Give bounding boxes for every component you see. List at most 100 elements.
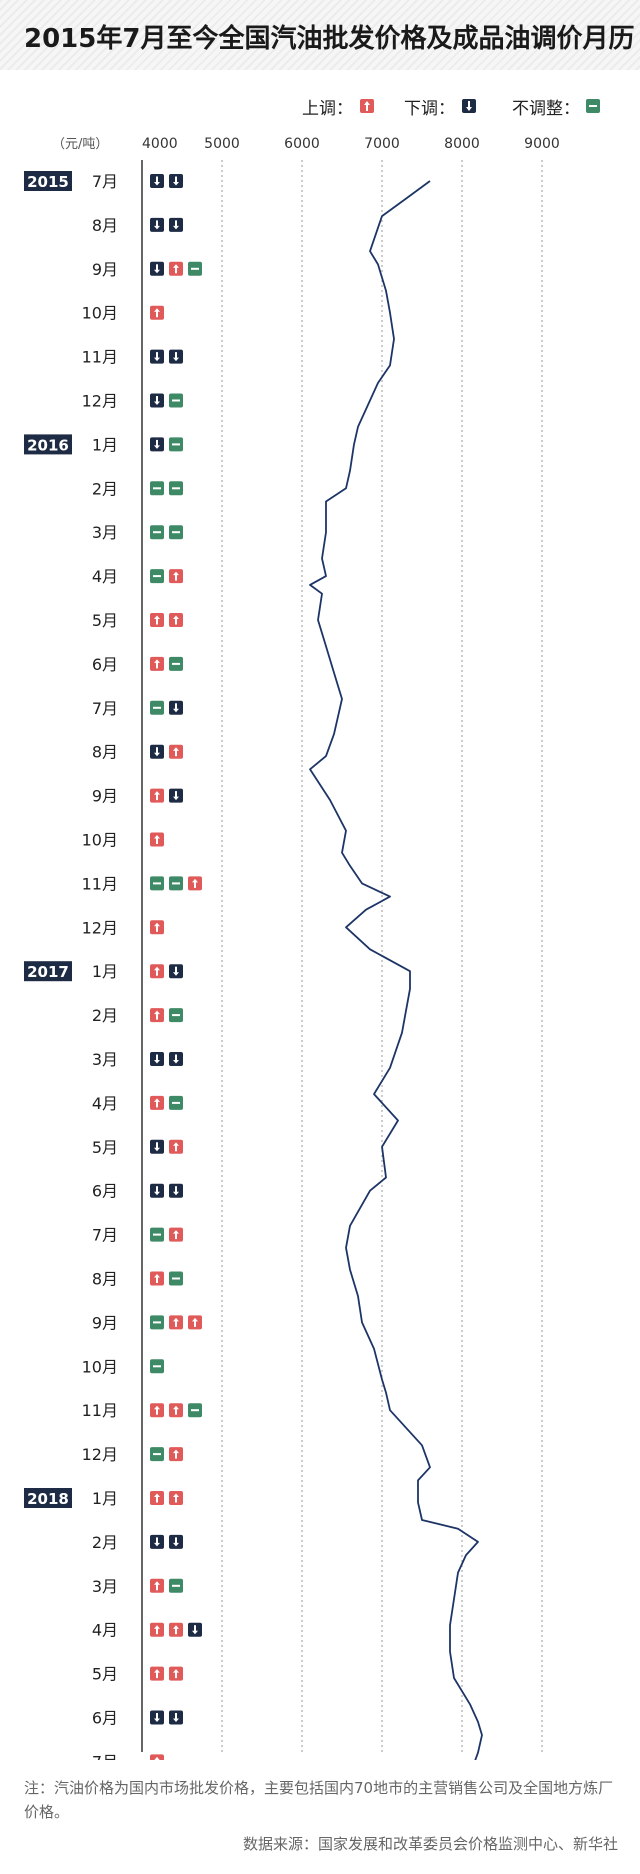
month-label: 10月 — [82, 831, 118, 850]
up-arrow-icon — [169, 1447, 183, 1462]
tick-label: 8000 — [444, 136, 480, 152]
down-arrow-icon — [188, 1622, 202, 1637]
down-arrow-icon — [169, 349, 183, 364]
down-arrow-icon — [150, 1710, 164, 1725]
dash-icon — [150, 569, 164, 584]
month-label: 11月 — [82, 348, 118, 367]
up-arrow-icon — [169, 1227, 183, 1242]
down-arrow-icon — [169, 1052, 183, 1066]
dash-icon — [188, 1403, 202, 1418]
dash-icon — [169, 1578, 183, 1593]
year-badge: 2018 — [24, 1488, 72, 1508]
down-arrow-icon — [150, 744, 164, 759]
month-label: 9月 — [92, 787, 118, 806]
axis-layer: （元/吨） 4000 5000 6000 7000 8000 9000 — [52, 136, 560, 1752]
down-arrow-icon — [150, 1183, 164, 1198]
dash-icon — [169, 1271, 183, 1286]
month-label: 12月 — [82, 918, 118, 937]
dash-icon — [150, 1359, 164, 1374]
up-arrow-icon — [360, 99, 374, 113]
up-arrow-icon — [188, 876, 202, 891]
month-label: 2月 — [92, 1006, 118, 1025]
down-arrow-icon — [169, 700, 183, 715]
year-badge: 2017 — [24, 961, 72, 982]
up-arrow-icon — [150, 613, 164, 627]
tick-label: 5000 — [204, 136, 240, 152]
down-arrow-icon — [169, 788, 183, 803]
dash-icon — [150, 1447, 164, 1462]
price-line — [309, 180, 483, 1760]
down-arrow-icon — [150, 1139, 164, 1154]
month-label: 7月 — [92, 172, 118, 191]
price-chart: （元/吨） 4000 5000 6000 7000 8000 9000 2015 7月 8月 9月… — [24, 136, 560, 1760]
legend-down-label: 下调： — [404, 99, 455, 119]
up-arrow-icon — [169, 1491, 183, 1505]
month-label: 11月 — [82, 1401, 118, 1420]
up-arrow-icon — [150, 832, 164, 847]
month-label: 7月 — [92, 1752, 118, 1760]
month-label: 3月 — [92, 523, 118, 542]
up-arrow-icon — [150, 1666, 164, 1681]
month-label: 10月 — [82, 1357, 118, 1376]
down-arrow-icon — [150, 393, 164, 408]
month-label: 11月 — [82, 874, 118, 893]
month-label: 12月 — [82, 1445, 118, 1464]
year-badge: 2015 — [24, 171, 72, 191]
dash-icon — [150, 1227, 164, 1242]
month-label: 6月 — [92, 1182, 118, 1201]
up-arrow-icon — [150, 305, 164, 320]
dash-icon — [169, 437, 183, 452]
up-arrow-icon — [150, 788, 164, 803]
tick-label: 4000 — [142, 136, 178, 152]
up-arrow-icon — [150, 1008, 164, 1023]
month-label: 9月 — [92, 1313, 118, 1332]
down-arrow-icon — [150, 1534, 164, 1549]
month-rows: 2015 7月 8月 9月 10月 11月 12月 2016 1月 2月 3月 4月 5月 6月 7月 8月 9… — [24, 171, 202, 1760]
month-label: 6月 — [92, 1709, 118, 1728]
up-arrow-icon — [169, 744, 183, 759]
down-arrow-icon — [169, 1183, 183, 1198]
legend-up-label: 上调： — [302, 99, 353, 119]
month-label: 8月 — [92, 216, 118, 235]
year-label: 2017 — [27, 963, 69, 981]
year-badge: 2016 — [24, 434, 72, 455]
month-label: 1月 — [92, 962, 118, 981]
month-label: 5月 — [92, 1138, 118, 1157]
dash-icon — [586, 99, 600, 113]
up-arrow-icon — [169, 1139, 183, 1154]
dash-icon — [169, 876, 183, 891]
month-label: 3月 — [92, 1577, 118, 1596]
month-label: 2月 — [92, 479, 118, 498]
up-arrow-icon — [169, 1622, 183, 1637]
down-arrow-icon — [150, 261, 164, 276]
month-label: 10月 — [82, 304, 118, 323]
dash-icon — [150, 1315, 164, 1330]
down-arrow-icon — [150, 1052, 164, 1066]
dash-icon — [169, 1095, 183, 1110]
dash-icon — [169, 1008, 183, 1023]
tick-label: 6000 — [284, 136, 320, 152]
month-label: 7月 — [92, 1226, 118, 1245]
tick-label: 9000 — [524, 136, 560, 152]
down-arrow-icon — [150, 437, 164, 452]
dash-icon — [150, 700, 164, 715]
up-arrow-icon — [169, 613, 183, 627]
year-label: 2015 — [27, 173, 69, 191]
up-arrow-icon — [188, 1315, 202, 1330]
legend: 上调： 下调： 不调整： — [0, 94, 640, 119]
dash-icon — [188, 261, 202, 276]
month-label: 8月 — [92, 1270, 118, 1289]
up-arrow-icon — [169, 569, 183, 584]
dash-icon — [169, 481, 183, 496]
dash-icon — [150, 525, 164, 540]
up-arrow-icon — [150, 656, 164, 671]
up-arrow-icon — [150, 1754, 164, 1760]
month-label: 4月 — [92, 567, 118, 586]
dash-icon — [169, 393, 183, 408]
title-bar: 2015年7月至今全国汽油批发价格及成品油调价月历 — [0, 0, 640, 70]
up-arrow-icon — [150, 1271, 164, 1286]
down-arrow-icon — [169, 964, 183, 979]
month-label: 12月 — [82, 392, 118, 411]
month-label: 1月 — [92, 435, 118, 454]
down-arrow-icon — [169, 217, 183, 232]
